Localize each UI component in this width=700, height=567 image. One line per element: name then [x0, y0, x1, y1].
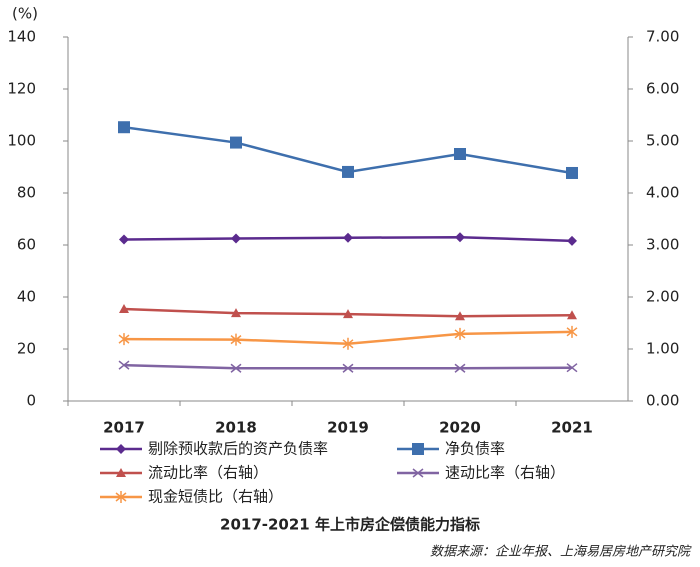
legend-marker: [116, 468, 126, 477]
chart-title: 2017-2021 年上市房企偿债能力指标: [220, 516, 480, 534]
y2-tick-label: 1.00: [646, 340, 679, 358]
y-tick-label: 60: [17, 236, 36, 254]
y-tick-label: 140: [7, 28, 36, 46]
y-tick-label: 0: [26, 392, 36, 410]
legend-marker: [115, 491, 127, 503]
point: [119, 303, 129, 313]
y-tick-label: 80: [17, 184, 36, 202]
point: [230, 363, 242, 373]
point: [343, 232, 353, 243]
y-tick-label: 40: [17, 288, 36, 306]
legend-marker: [412, 443, 424, 455]
point: [119, 234, 129, 245]
point: [454, 327, 466, 340]
point: [342, 363, 354, 373]
point: [342, 165, 354, 178]
point: [454, 148, 466, 160]
y2-tick-label: 5.00: [646, 132, 679, 150]
source-note: 数据来源：企业年报、上海易居房地产研究院: [430, 544, 692, 560]
x-tick-label: 2020: [439, 419, 481, 437]
point: [454, 363, 466, 373]
y2-tick-label: 0.00: [646, 392, 679, 410]
point: [231, 233, 241, 244]
point: [118, 360, 130, 370]
x-tick-label: 2019: [327, 419, 369, 437]
point: [567, 310, 577, 320]
y-tick-label: 120: [7, 80, 36, 98]
point: [118, 333, 130, 346]
y-tick-label: 20: [17, 340, 36, 358]
point: [230, 136, 242, 149]
point: [566, 363, 578, 373]
point: [566, 166, 578, 179]
point: [567, 235, 577, 246]
legend-marker: [116, 444, 126, 454]
y2-tick-label: 2.00: [646, 288, 679, 306]
point: [455, 232, 465, 243]
point: [342, 337, 354, 350]
x-tick-label: 2018: [215, 419, 257, 437]
legend-label: 流动比率（右轴）: [148, 464, 268, 482]
y2-tick-label: 7.00: [646, 28, 679, 46]
legend-label: 速动比率（右轴）: [445, 464, 565, 482]
point: [455, 311, 465, 321]
legend-label: 现金短债比（右轴）: [148, 488, 283, 506]
y-axis-label: (%): [12, 5, 38, 23]
legend-label: 净负债率: [445, 440, 505, 458]
point: [230, 333, 242, 346]
x-tick-label: 2021: [551, 419, 593, 437]
y2-tick-label: 3.00: [646, 236, 679, 254]
x-tick-label: 2017: [103, 419, 145, 437]
legend-label: 剔除预收款后的资产负债率: [148, 440, 328, 458]
y2-tick-label: 6.00: [646, 80, 679, 98]
point: [343, 309, 353, 319]
y2-tick-label: 4.00: [646, 184, 679, 202]
point: [118, 121, 130, 134]
point: [231, 308, 241, 318]
legend-marker: [412, 468, 424, 478]
y-tick-label: 100: [7, 132, 36, 150]
point: [566, 325, 578, 338]
